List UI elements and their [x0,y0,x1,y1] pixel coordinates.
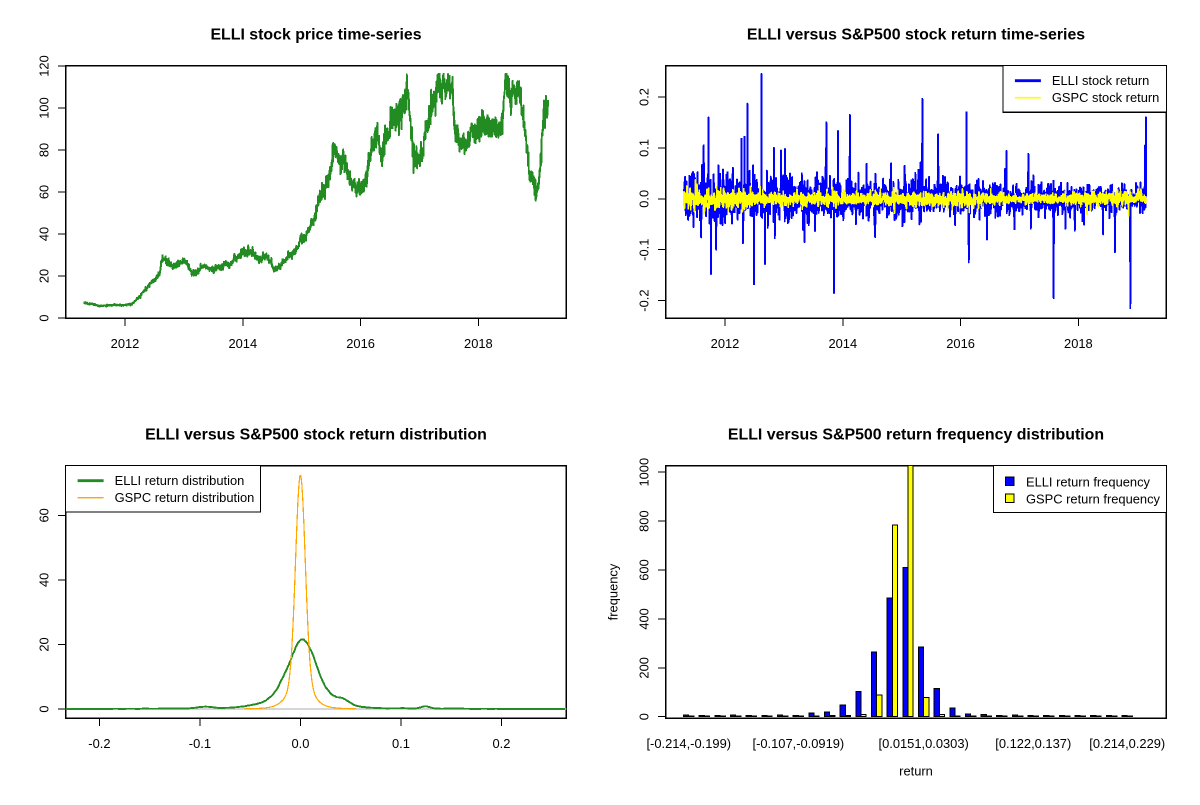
svg-text:40: 40 [37,227,52,241]
svg-text:0: 0 [637,713,652,720]
svg-text:[-0.214,-0.199): [-0.214,-0.199) [646,736,731,751]
svg-text:0: 0 [37,314,52,321]
svg-text:-0.2: -0.2 [88,736,110,751]
svg-text:GSPC return frequency: GSPC return frequency [1026,492,1161,507]
svg-text:100: 100 [37,97,52,119]
svg-text:return: return [899,764,933,779]
svg-text:60: 60 [37,508,52,522]
svg-text:ELLI return frequency: ELLI return frequency [1026,474,1151,489]
svg-text:0.0: 0.0 [291,736,309,751]
svg-text:2014: 2014 [228,336,257,351]
svg-text:ELLI return distribution: ELLI return distribution [115,473,245,488]
svg-text:60: 60 [37,185,52,199]
svg-text:800: 800 [637,510,652,532]
svg-text:[0.214,0.229): [0.214,0.229) [1089,736,1165,751]
svg-text:1000: 1000 [637,458,652,487]
svg-text:2014: 2014 [828,336,857,351]
svg-text:2012: 2012 [111,336,140,351]
svg-text:ELLI versus S&P500 stock retur: ELLI versus S&P500 stock return distribu… [145,427,487,444]
svg-text:frequency: frequency [606,563,621,620]
svg-text:0: 0 [37,705,52,712]
svg-text:120: 120 [37,55,52,77]
svg-text:400: 400 [637,608,652,630]
svg-text:GSPC return distribution: GSPC return distribution [115,490,255,505]
svg-text:GSPC stock return: GSPC stock return [1052,90,1159,105]
svg-text:200: 200 [637,657,652,679]
svg-text:ELLI stock price time-series: ELLI stock price time-series [210,27,421,44]
svg-text:0.1: 0.1 [392,736,410,751]
svg-text:2016: 2016 [946,336,975,351]
svg-text:ELLI versus S&P500 return freq: ELLI versus S&P500 return frequency dist… [728,427,1104,444]
svg-text:-0.2: -0.2 [637,289,652,311]
svg-text:0.1: 0.1 [637,139,652,157]
svg-text:40: 40 [37,573,52,587]
svg-text:0.2: 0.2 [637,88,652,106]
svg-text:ELLI versus S&P500 stock retur: ELLI versus S&P500 stock return time-ser… [747,27,1085,44]
svg-text:600: 600 [637,559,652,581]
svg-text:ELLI stock return: ELLI stock return [1052,73,1149,88]
svg-text:2018: 2018 [464,336,493,351]
svg-text:2012: 2012 [711,336,740,351]
svg-text:2018: 2018 [1064,336,1093,351]
svg-text:[-0.107,-0.0919): [-0.107,-0.0919) [753,736,845,751]
svg-text:[0.0151,0.0303): [0.0151,0.0303) [878,736,968,751]
svg-text:0.0: 0.0 [637,190,652,208]
svg-text:2016: 2016 [346,336,375,351]
svg-text:[0.122,0.137): [0.122,0.137) [995,736,1071,751]
svg-text:80: 80 [37,143,52,157]
svg-text:20: 20 [37,637,52,651]
svg-text:0.2: 0.2 [492,736,510,751]
svg-text:-0.1: -0.1 [637,239,652,261]
svg-text:-0.1: -0.1 [189,736,211,751]
svg-text:20: 20 [37,269,52,283]
